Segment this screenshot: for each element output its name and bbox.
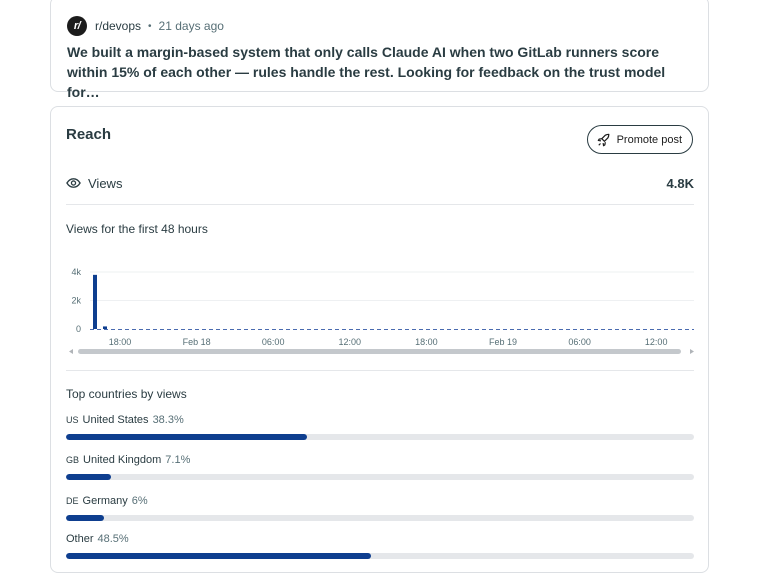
country-label-line: GB United Kingdom 7.1% — [66, 454, 694, 468]
x-tick-label: 18:00 — [415, 337, 438, 347]
country-bar-track — [66, 515, 694, 521]
country-name: Germany — [82, 495, 128, 507]
country-percent: 6% — [131, 495, 148, 507]
subreddit-link[interactable]: r/devops — [95, 19, 142, 33]
views-chart: 4k 2k 0 18:00 Feb 18 06:00 12:00 18:00 Feb 19 06:… — [69, 267, 694, 354]
country-code: US — [66, 415, 79, 425]
x-tick-label: 18:00 — [109, 337, 132, 347]
eye-icon — [66, 178, 81, 188]
country-bar-fill — [66, 553, 371, 559]
y-tick-label: 0 — [76, 324, 81, 334]
country-bar-fill — [66, 434, 307, 440]
promote-post-button[interactable]: Promote post — [586, 125, 693, 154]
x-tick-label: 12:00 — [645, 337, 668, 347]
post-age: 21 days ago — [158, 19, 224, 33]
y-tick-label: 2k — [71, 296, 81, 306]
scroll-left-icon[interactable] — [69, 349, 73, 354]
country-bar-track — [66, 553, 694, 559]
post-title[interactable]: We built a margin-based system that only… — [67, 44, 666, 100]
post-card[interactable]: r/ r/devops • 21 days ago We built a mar… — [50, 0, 709, 100]
country-percent: 7.1% — [165, 454, 191, 466]
y-tick-label: 4k — [71, 267, 81, 277]
countries-title: Top countries by views — [66, 387, 187, 401]
x-tick-label: Feb 18 — [183, 337, 211, 347]
country-bar-fill — [66, 474, 111, 480]
reach-card: Reach Promote post Views 4.8K Views for … — [50, 106, 709, 573]
country-row: Other 48.5% — [66, 533, 694, 559]
x-tick-label: 06:00 — [568, 337, 591, 347]
chart-bar — [93, 274, 97, 329]
country-bar-track — [66, 474, 694, 480]
country-row: DE Germany 6% — [66, 495, 694, 521]
country-name: United States — [82, 414, 149, 426]
x-tick-label: 06:00 — [262, 337, 285, 347]
country-name: United Kingdom — [83, 454, 162, 466]
post-meta: r/ r/devops • 21 days ago — [67, 15, 224, 37]
meta-separator: • — [148, 20, 152, 32]
views-value: 4.8K — [666, 175, 694, 191]
chart-title: Views for the first 48 hours — [66, 222, 208, 236]
x-tick-label: Feb 19 — [489, 337, 517, 347]
scroll-right-icon[interactable] — [690, 349, 694, 354]
chart-scrollbar-thumb[interactable] — [78, 349, 681, 354]
country-label-line: US United States 38.3% — [66, 414, 694, 428]
country-label-line: DE Germany 6% — [66, 495, 694, 509]
country-percent: 38.3% — [152, 414, 184, 426]
country-code: DE — [66, 496, 79, 506]
country-bar-track — [66, 434, 694, 440]
chart-bar — [103, 326, 107, 329]
country-label-line: Other 48.5% — [66, 533, 694, 547]
views-row: Views 4.8K — [66, 173, 694, 193]
country-row: US United States 38.3% — [66, 414, 694, 440]
views-label: Views — [88, 175, 123, 191]
x-tick-label: 12:00 — [339, 337, 362, 347]
country-row: GB United Kingdom 7.1% — [66, 454, 694, 480]
subreddit-avatar-icon[interactable]: r/ — [67, 16, 87, 36]
divider — [66, 204, 694, 205]
country-name: Other — [66, 533, 94, 545]
divider — [66, 370, 694, 371]
reach-title: Reach — [66, 126, 112, 143]
country-code: GB — [66, 455, 80, 465]
promote-post-label: Promote post — [616, 133, 682, 146]
country-bar-fill — [66, 515, 104, 521]
rocket-icon — [597, 133, 610, 146]
country-percent: 48.5% — [97, 533, 129, 545]
